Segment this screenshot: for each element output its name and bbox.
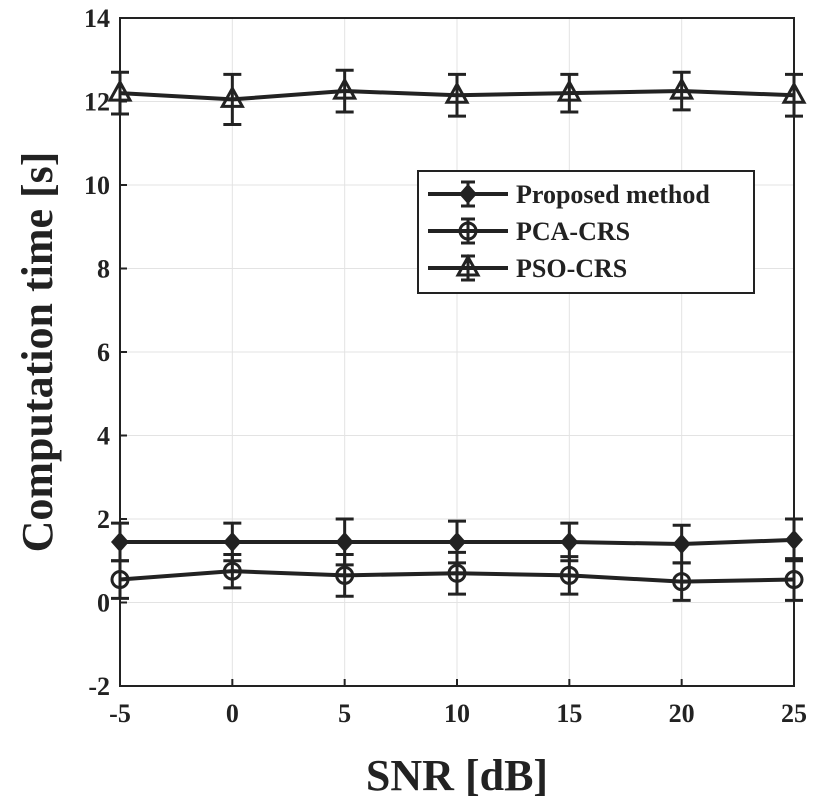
y-axis-ticks: -2 0 2 4 6 8 10 12 14 xyxy=(84,4,127,701)
y-tick-label: 10 xyxy=(84,171,110,200)
y-tick-label: 0 xyxy=(97,589,110,618)
y-tick-label: 14 xyxy=(84,4,110,33)
x-tick-label: 10 xyxy=(444,699,470,728)
series-pso-crs xyxy=(107,68,807,126)
series-pca-crs xyxy=(110,550,804,602)
legend-entry: Proposed method xyxy=(428,180,710,209)
y-axis-title: Computation time [s] xyxy=(13,152,62,553)
y-tick-label: -2 xyxy=(88,672,110,701)
x-tick-label: 15 xyxy=(556,699,582,728)
data-point xyxy=(447,563,467,583)
data-point xyxy=(335,531,354,553)
x-tick-label: 0 xyxy=(226,699,239,728)
y-tick-label: 8 xyxy=(97,255,110,284)
x-tick-label: -5 xyxy=(109,699,131,728)
data-point xyxy=(556,79,582,102)
legend-entry: PSO-CRS xyxy=(428,253,627,283)
data-point xyxy=(444,81,470,104)
data-point xyxy=(332,76,358,100)
data-point xyxy=(669,76,695,100)
y-tick-label: 2 xyxy=(97,505,110,534)
data-point xyxy=(781,81,807,104)
legend-entry: PCA-CRS xyxy=(428,217,630,246)
data-point xyxy=(219,85,245,108)
y-tick-label: 12 xyxy=(84,88,110,117)
x-axis-title: SNR [dB] xyxy=(366,751,548,800)
data-point xyxy=(672,572,692,592)
legend-label: Proposed method xyxy=(516,180,710,209)
legend-label: PSO-CRS xyxy=(516,254,627,283)
series-layer xyxy=(107,68,807,602)
legend: Proposed method PCA-CRS PSO-CRS xyxy=(417,170,755,294)
legend-marker xyxy=(458,183,478,205)
data-point xyxy=(110,570,130,590)
x-tick-label: 5 xyxy=(338,699,351,728)
legend-label: PCA-CRS xyxy=(516,217,630,246)
y-tick-label: 6 xyxy=(97,338,110,367)
legend-marker xyxy=(455,253,481,277)
y-tick-label: 4 xyxy=(97,422,110,451)
x-axis-ticks: -5 0 5 10 15 20 25 xyxy=(109,679,807,728)
data-point xyxy=(559,565,579,585)
data-point xyxy=(223,531,242,553)
data-point xyxy=(110,531,130,553)
x-tick-label: 20 xyxy=(669,699,695,728)
data-point xyxy=(107,79,133,102)
legend-marker xyxy=(458,221,478,241)
data-point xyxy=(335,565,355,585)
data-point xyxy=(784,529,804,551)
x-tick-label: 25 xyxy=(781,699,807,728)
data-point xyxy=(222,561,242,581)
data-point xyxy=(672,533,691,555)
data-point xyxy=(784,570,804,590)
data-point xyxy=(560,531,579,553)
